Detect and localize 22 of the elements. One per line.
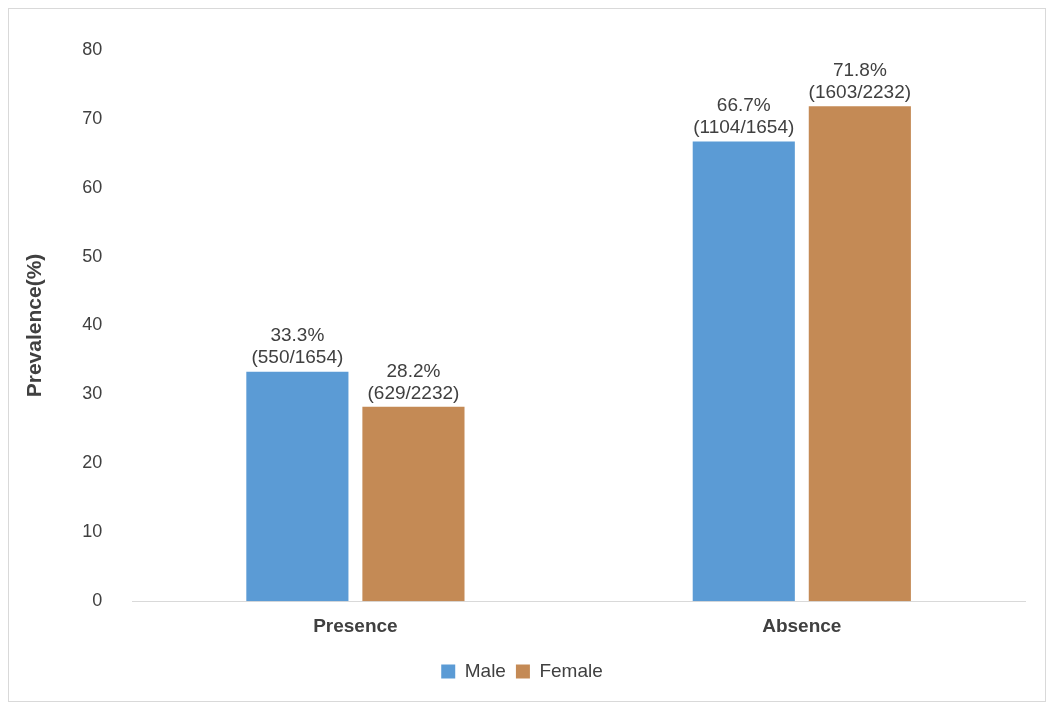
y-tick-label: 70 <box>82 107 103 128</box>
y-tick-label: 30 <box>82 383 103 404</box>
bar <box>808 106 911 602</box>
y-tick-label: 80 <box>82 38 103 59</box>
x-tick-label: Presence <box>313 614 398 636</box>
data-label: 33.3% (550/1654) <box>251 324 344 368</box>
y-tick-label: 0 <box>92 590 103 611</box>
y-tick-label: 40 <box>82 314 103 335</box>
legend-label: Male <box>464 659 506 681</box>
data-label: 71.8% (1603/2232) <box>808 59 912 103</box>
data-label: 66.7% (1104/1654) <box>693 94 795 138</box>
bar <box>362 406 465 602</box>
y-tick-label: 10 <box>82 521 103 542</box>
y-tick-label: 60 <box>82 176 103 197</box>
y-tick-label: 20 <box>82 452 103 473</box>
bar <box>246 371 349 602</box>
data-label: 28.2% (629/2232) <box>367 359 460 403</box>
y-axis-title: Prevalence(%) <box>22 253 46 398</box>
y-tick-label: 50 <box>82 245 103 266</box>
bar <box>692 141 795 602</box>
legend-label: Female <box>539 659 603 681</box>
x-tick-label: Absence <box>762 614 842 636</box>
